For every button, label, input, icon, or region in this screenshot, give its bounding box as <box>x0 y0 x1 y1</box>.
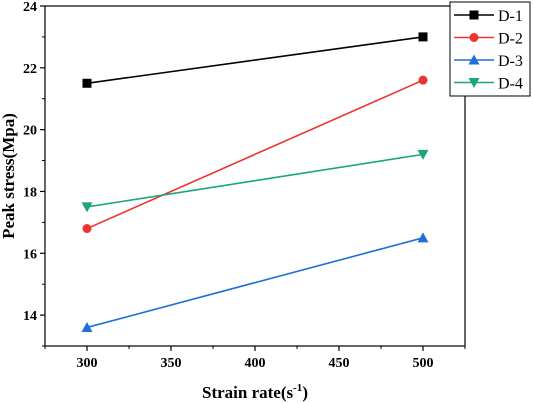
y-tick-label: 20 <box>23 124 37 139</box>
legend: D-1 D-2 D-3 D-4 <box>449 1 531 97</box>
data-point <box>81 202 93 213</box>
series-d-2 <box>82 75 428 234</box>
x-axis-title-end: ) <box>302 383 308 402</box>
legend-label: D-3 <box>498 53 523 70</box>
series-d-3 <box>81 232 429 332</box>
series-line <box>86 153 424 208</box>
data-point <box>82 78 92 88</box>
data-point <box>418 32 428 42</box>
axis-ticks: 300 350 400 450 500 14 16 18 20 22 24 <box>23 0 466 371</box>
y-tick-label: 16 <box>23 247 37 262</box>
legend-box <box>449 1 531 97</box>
data-point <box>417 149 429 160</box>
x-axis-title: Strain rate(s-1) <box>202 382 308 402</box>
legend-marker <box>468 78 480 88</box>
y-tick-label: 14 <box>23 309 37 324</box>
x-axis-title-sup: -1 <box>293 382 302 394</box>
series-line <box>86 237 424 329</box>
y-tick-label: 22 <box>23 62 37 77</box>
legend-label: D-2 <box>498 31 523 48</box>
plot-area-frame <box>44 5 466 347</box>
legend-marker <box>469 10 479 20</box>
x-tick-label: 400 <box>245 356 266 371</box>
legend-item: D-4 <box>454 76 523 93</box>
data-point <box>417 232 429 243</box>
y-tick-label: 18 <box>23 185 37 200</box>
legend-label: D-4 <box>498 76 523 93</box>
x-tick-label: 300 <box>77 356 98 371</box>
legend-marker <box>469 33 479 42</box>
legend-marker <box>468 54 480 65</box>
data-point <box>81 321 93 332</box>
series-line <box>86 79 424 230</box>
data-point <box>418 75 428 85</box>
data-point <box>82 224 92 234</box>
x-tick-label: 450 <box>329 356 350 371</box>
legend-item: D-2 <box>454 31 523 48</box>
y-tick-label: 24 <box>23 0 37 15</box>
x-axis-title-main: Strain rate(s <box>202 383 294 402</box>
series-d-1 <box>82 32 428 88</box>
legend-item: D-1 <box>454 8 523 25</box>
series-lines <box>81 32 429 332</box>
legend-item: D-3 <box>454 53 523 70</box>
x-tick-label: 350 <box>161 356 182 371</box>
legend-label: D-1 <box>498 8 523 25</box>
series-d-4 <box>81 149 429 213</box>
series-line <box>86 36 424 85</box>
y-axis-title: Peak stress(Mpa) <box>0 113 18 239</box>
x-tick-label: 500 <box>413 356 434 371</box>
